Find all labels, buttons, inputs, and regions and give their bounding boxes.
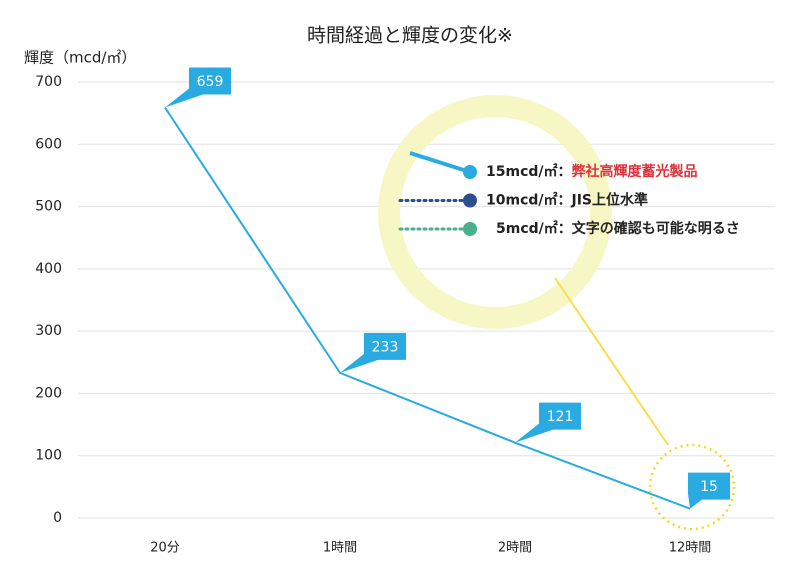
highlight-circle xyxy=(648,443,736,531)
legend-text: 15mcd/㎡： xyxy=(486,163,572,180)
value-label: 15 xyxy=(700,479,718,495)
x-tick-label: 1時間 xyxy=(323,541,357,556)
y-tick-label: 600 xyxy=(35,136,62,152)
legend-note: 弊社高輝度蓄光製品 xyxy=(572,163,698,180)
value-label-box xyxy=(165,67,231,108)
value-label-box xyxy=(688,472,730,509)
legend-line xyxy=(409,151,471,174)
connector xyxy=(554,277,669,446)
y-tick-label: 700 xyxy=(35,74,62,90)
data-line xyxy=(164,106,691,510)
y-tick-label: 400 xyxy=(35,261,62,277)
value-label-box xyxy=(515,402,581,443)
legend-label: 5mcd/㎡：文字の確認も可能な明るさ xyxy=(496,220,740,237)
x-tick-label: 20分 xyxy=(150,541,180,556)
legend-label: 15mcd/㎡：弊社高輝度蓄光製品 xyxy=(486,163,698,180)
y-tick-label: 300 xyxy=(35,323,62,339)
value-label-box xyxy=(340,332,406,373)
highlight-ring xyxy=(378,95,612,329)
y-tick-label: 500 xyxy=(35,199,62,215)
y-axis-label: 輝度（mcd/㎡） xyxy=(24,49,136,67)
value-label: 233 xyxy=(372,339,399,355)
x-tick-label: 12時間 xyxy=(669,541,712,556)
value-label: 121 xyxy=(547,409,574,425)
legend-marker xyxy=(463,193,477,208)
y-tick-label: 0 xyxy=(53,510,62,526)
chart-title: 時間経過と輝度の変化※ xyxy=(307,25,513,47)
legend-label: 10mcd/㎡：JIS上位水準 xyxy=(486,192,648,209)
legend-text: 10mcd/㎡：JIS上位水準 xyxy=(486,192,648,209)
legend-text: 5mcd/㎡：文字の確認も可能な明るさ xyxy=(496,220,740,237)
legend-marker xyxy=(463,165,477,179)
x-tick-label: 2時間 xyxy=(498,541,532,556)
y-tick-label: 100 xyxy=(35,448,62,464)
value-label: 659 xyxy=(197,74,224,90)
y-tick-label: 200 xyxy=(35,385,62,401)
legend-marker xyxy=(463,222,477,236)
